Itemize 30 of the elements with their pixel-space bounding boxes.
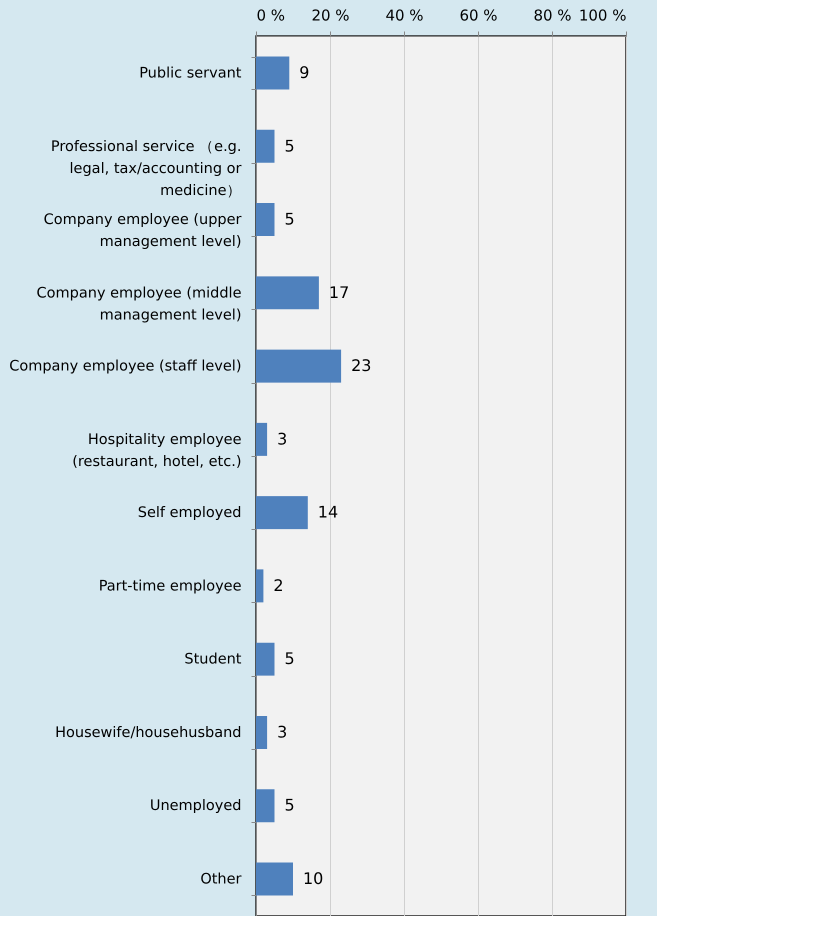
data-label: 17 [328, 282, 350, 302]
data-label: 23 [351, 356, 372, 376]
x-tick-label: 80 % [533, 6, 572, 24]
data-label: 5 [284, 796, 295, 815]
y-tick-label: Other [200, 871, 242, 888]
y-tick-label: Hospitality employee (restaurant, hotel, etc.) [72, 432, 242, 470]
y-tick-label: Company employee (staff level) [9, 358, 242, 375]
data-label: 14 [318, 502, 338, 522]
data-label: 3 [277, 429, 288, 448]
data-label: 5 [284, 136, 295, 156]
data-label: 10 [303, 868, 324, 888]
y-tick-label: Unemployed [150, 798, 242, 814]
y-tick-label: Professional service （e.g. legal, tax/accounting or medicine） [50, 138, 242, 199]
y-tick-label: Public servant [139, 66, 242, 82]
data-label: 2 [273, 576, 284, 595]
y-tick-label: Housewife/househusband [55, 724, 242, 741]
x-tick-label: 100 % [578, 6, 626, 24]
y-tick-label: Company employee (middle management level) [36, 285, 242, 324]
y-tick-label: Student [184, 652, 242, 668]
x-tick-label: 40 % [385, 6, 424, 24]
y-tick-label: Part-time employee [98, 578, 242, 594]
data-label: 5 [284, 649, 295, 668]
y-tick-label: Self employed [138, 505, 242, 522]
x-tick-label: 20 % [311, 6, 350, 24]
data-label: 3 [277, 722, 288, 742]
x-tick-label: 0 % [256, 6, 286, 24]
data-label: 5 [284, 210, 295, 229]
x-tick-label: 60 % [459, 6, 498, 24]
y-tick-label: Company employee (upper management level) [44, 212, 242, 250]
data-label: 9 [299, 63, 310, 82]
